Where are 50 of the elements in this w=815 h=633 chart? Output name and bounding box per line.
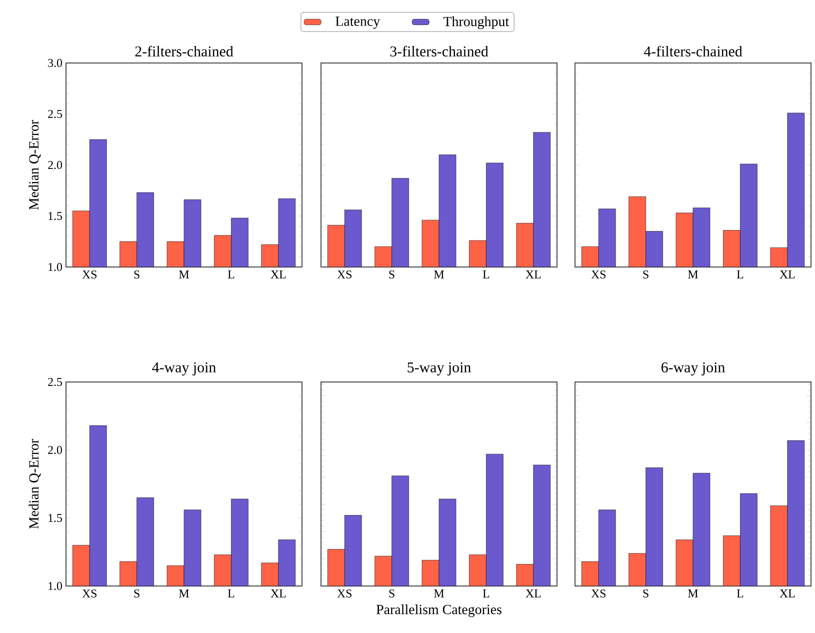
x-tick-label: M bbox=[434, 590, 444, 598]
x-tick-label: M bbox=[179, 270, 189, 278]
chart-title: 5-way join bbox=[408, 362, 471, 376]
y-tick-label: 2.5 bbox=[48, 110, 62, 118]
x-axis-title: Parallelism Categories bbox=[376, 604, 502, 618]
y-tick-label: 1.5 bbox=[48, 212, 62, 220]
x-tick-label: S bbox=[134, 270, 140, 279]
y-axis-title: Median Q-Error bbox=[28, 120, 41, 210]
x-tick-label: S bbox=[643, 590, 648, 598]
x-tick-label: XS bbox=[591, 270, 606, 279]
legend-label: Throughput bbox=[443, 16, 510, 30]
chart-title: 6-way join bbox=[661, 362, 725, 376]
y-tick-label: 1.5 bbox=[48, 514, 62, 522]
x-tick-label: XS bbox=[82, 590, 96, 598]
x-tick-label: XL bbox=[526, 270, 541, 278]
y-tick-label: 3.0 bbox=[48, 58, 62, 68]
x-tick-label: XS bbox=[337, 590, 352, 598]
chart-title: 4-way join bbox=[152, 362, 216, 376]
x-tick-label: XL bbox=[780, 270, 795, 278]
x-tick-label: XL bbox=[270, 270, 286, 278]
chart-title: 4-filters-chained bbox=[644, 46, 742, 56]
x-tick-label: XS bbox=[82, 270, 96, 279]
x-tick-label: L bbox=[736, 270, 744, 278]
y-tick-label: 2.0 bbox=[48, 160, 62, 170]
x-tick-label: S bbox=[134, 590, 140, 598]
x-tick-label: XL bbox=[526, 590, 541, 598]
chart-title: 2-filters-chained bbox=[135, 46, 234, 56]
x-tick-label: M bbox=[688, 590, 698, 598]
x-tick-label: XS bbox=[337, 270, 352, 279]
y-tick-label: 2.5 bbox=[48, 378, 62, 386]
x-tick-label: XL bbox=[270, 590, 286, 598]
x-tick-label: L bbox=[736, 590, 744, 598]
x-tick-label: M bbox=[688, 270, 698, 278]
x-tick-label: XL bbox=[780, 590, 795, 598]
y-axis-title: Median Q-Error bbox=[28, 438, 41, 529]
x-tick-label: XS bbox=[591, 590, 606, 598]
x-tick-label: S bbox=[643, 270, 648, 279]
x-tick-label: M bbox=[434, 270, 444, 278]
y-tick-label: 2.0 bbox=[48, 446, 62, 454]
x-tick-label: M bbox=[179, 590, 189, 598]
legend-label: Latency bbox=[336, 16, 380, 29]
x-tick-label: L bbox=[482, 590, 490, 598]
x-tick-label: S bbox=[389, 590, 394, 598]
x-tick-label: L bbox=[228, 270, 234, 278]
chart-title: 3-filters-chained bbox=[390, 46, 488, 56]
x-tick-label: L bbox=[482, 270, 490, 278]
x-tick-label: S bbox=[389, 270, 394, 279]
y-tick-label: 1.0 bbox=[48, 582, 62, 590]
y-tick-label: 1.0 bbox=[48, 262, 62, 272]
x-tick-label: L bbox=[228, 590, 234, 598]
